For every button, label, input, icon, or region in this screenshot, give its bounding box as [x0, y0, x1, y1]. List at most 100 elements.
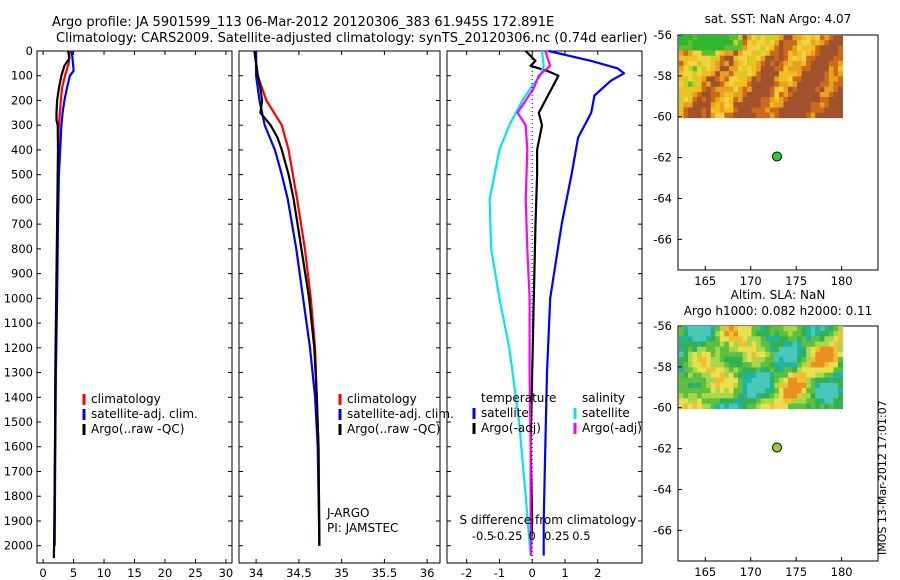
- sla-map-cell: [819, 377, 825, 384]
- sst-map-cell: [797, 60, 803, 67]
- sst-map-cell: [701, 107, 707, 113]
- sla-map-cell: [738, 403, 743, 410]
- sla-map-cell: [792, 351, 798, 358]
- sst-map-cell: [801, 86, 807, 93]
- sla-map-cell: [828, 377, 834, 384]
- sst-map-cell: [810, 50, 816, 57]
- salinity-annotation-float: J-ARGO: [326, 506, 369, 520]
- sla-map-cell: [678, 388, 684, 394]
- sst-map-cell: [833, 60, 839, 67]
- sst-map-cell: [742, 91, 748, 98]
- sst-map-cell: [719, 71, 725, 77]
- sst-map-cell: [724, 50, 730, 57]
- sla-map-cell: [715, 393, 721, 399]
- sst-map-cell: [774, 102, 780, 108]
- sst-map-cell: [819, 45, 825, 51]
- sla-map-cell: [742, 336, 748, 342]
- sst-map-cell: [733, 91, 739, 98]
- sla-map-cell: [697, 351, 703, 358]
- sst-map-cell: [806, 71, 812, 77]
- sst-map-cell: [778, 66, 784, 72]
- sla-map-cell: [810, 388, 816, 394]
- sst-map-cell: [788, 60, 793, 67]
- sst-map-cell: [792, 91, 798, 98]
- sla-map-cell: [697, 382, 703, 389]
- sst-map-cell: [806, 50, 812, 57]
- sla-map-cell: [769, 398, 775, 404]
- sst-map-cell: [810, 81, 816, 88]
- sla-map-cell: [810, 341, 816, 348]
- sst-map-cell: [797, 86, 803, 93]
- sla-map-cell: [751, 367, 757, 373]
- sla-map-cell: [688, 382, 693, 389]
- sla-map-cell: [742, 357, 748, 363]
- sla-map-cell: [797, 388, 803, 394]
- sst-map-cell: [738, 81, 743, 88]
- sla-map-cell: [683, 351, 689, 358]
- sla-map-cell: [765, 326, 771, 332]
- sla-map-cell: [678, 403, 684, 410]
- sla-map-cell: [710, 377, 716, 384]
- sla-map-cell: [778, 362, 784, 368]
- sst-map-cell: [833, 71, 839, 77]
- sla-map-cell: [815, 367, 821, 373]
- sla-map-cell: [828, 357, 834, 363]
- sst-map-cell: [833, 55, 839, 62]
- sst-map-cell: [815, 102, 821, 108]
- sst-map-cell: [733, 35, 739, 41]
- sla-map-cell: [828, 351, 834, 358]
- sla-map-cell: [719, 331, 725, 337]
- sst-map-cell: [724, 81, 730, 88]
- sla-map-cell: [697, 377, 703, 384]
- sst-map-cell: [701, 60, 707, 67]
- sst-map-cell: [828, 50, 834, 57]
- sla-map-cell: [719, 326, 725, 332]
- sla-map-cell: [760, 398, 766, 404]
- header-line-2: Climatology: CARS2009. Satellite-adjuste…: [56, 31, 648, 46]
- sst-map-cell: [824, 107, 830, 113]
- sst-map-cell: [697, 81, 703, 88]
- sst-map-cell: [710, 76, 716, 82]
- sst-map-ytick-label: -64: [653, 191, 672, 205]
- sst-map-cell: [692, 60, 698, 67]
- sst-map-cell: [810, 66, 816, 72]
- sla-map-cell: [692, 357, 698, 363]
- sst-map-cell: [806, 91, 812, 98]
- sla-map-cell: [792, 346, 798, 353]
- sst-map-cell: [697, 86, 703, 93]
- sla-map-cell: [783, 393, 789, 399]
- sla-map-cell: [797, 331, 803, 337]
- sst-map-cell: [728, 97, 734, 103]
- sla-map-cell: [756, 346, 762, 353]
- temperature-xtick-label: 15: [127, 566, 142, 580]
- sst-map-cell: [692, 112, 698, 119]
- sla-map-cell: [833, 362, 839, 368]
- sla-map-cell: [806, 372, 812, 379]
- sla-map-cell: [715, 377, 721, 384]
- temperature-legend-label: climatology: [91, 392, 161, 406]
- sla-map-cell: [724, 357, 730, 363]
- sst-map-cell: [765, 81, 771, 88]
- sst-map-cell: [788, 97, 793, 103]
- sla-map-cell: [824, 372, 830, 379]
- sst-map-cell: [774, 76, 780, 82]
- sla-map-cell: [765, 377, 771, 384]
- sla-map-cell: [697, 331, 703, 337]
- sla-map-cell: [710, 346, 716, 353]
- sst-map-cell: [742, 55, 748, 62]
- sla-map-cell: [760, 336, 766, 342]
- sst-map-cell: [715, 35, 721, 41]
- sla-map-cell: [688, 336, 693, 342]
- sla-map-cell: [769, 362, 775, 368]
- sla-map-cell: [824, 357, 830, 363]
- sst-map-cell: [706, 55, 712, 62]
- sla-map-cell: [819, 403, 825, 410]
- sst-map-cell: [733, 76, 739, 82]
- sla-map-cell: [792, 326, 798, 332]
- sst-map-cell: [778, 76, 784, 82]
- sst-map-cell: [765, 55, 771, 62]
- sla-map-cell: [838, 372, 843, 379]
- sla-map-cell: [692, 331, 698, 337]
- sla-map-cell: [701, 357, 707, 363]
- sst-map-cell: [683, 112, 689, 119]
